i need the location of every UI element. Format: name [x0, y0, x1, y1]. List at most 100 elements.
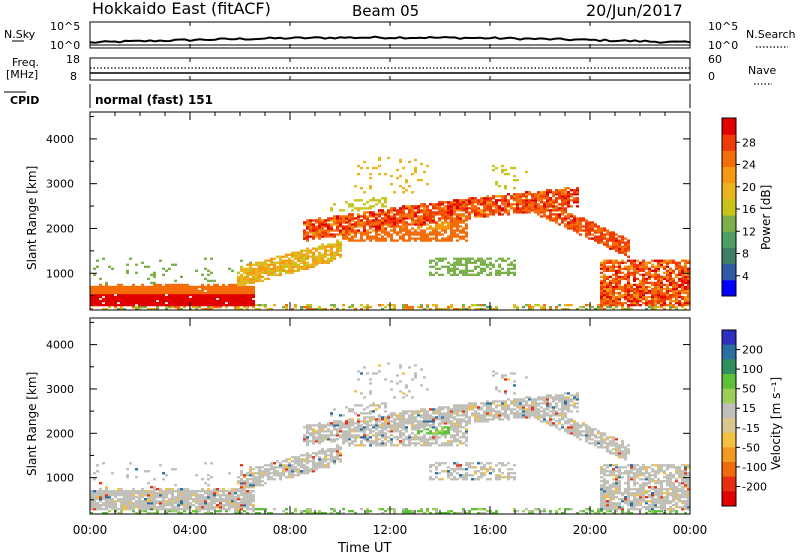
power-cell — [663, 295, 666, 299]
power-cell — [120, 293, 123, 297]
power-cell — [675, 265, 678, 268]
power-cell — [516, 201, 519, 204]
power-cell — [135, 263, 138, 266]
power-cell — [342, 227, 345, 230]
power-cell — [624, 273, 627, 277]
power-cell — [222, 283, 225, 287]
power-cell — [612, 287, 615, 291]
velocity-cell — [432, 420, 435, 423]
power-cell — [441, 221, 444, 224]
velocity-cell — [411, 510, 414, 513]
power-cell — [204, 287, 207, 291]
velocity-cell — [237, 502, 240, 505]
velocity-cell — [429, 476, 432, 479]
power-cell — [306, 305, 309, 309]
power-cell — [447, 237, 450, 240]
velocity-cell — [243, 474, 246, 477]
velocity-cell — [402, 508, 405, 511]
power-cell — [246, 285, 249, 289]
power-cell — [387, 213, 390, 216]
power-cell — [636, 303, 639, 307]
power-cell — [429, 219, 432, 222]
velocity-cell — [291, 470, 294, 473]
power-cell — [96, 297, 99, 301]
power-cell — [423, 170, 426, 174]
power-cell — [615, 279, 618, 283]
power-cell — [540, 191, 543, 194]
velocity-cell — [363, 430, 366, 433]
power-cell — [543, 305, 546, 309]
power-cell — [270, 259, 273, 262]
power-cell — [648, 305, 651, 309]
power-cell — [669, 305, 672, 309]
power-cell — [153, 281, 156, 285]
velocity-cell — [168, 510, 171, 513]
power-cell — [114, 289, 117, 293]
velocity-cell — [306, 440, 309, 443]
power-cell — [639, 297, 642, 301]
power-cell — [216, 295, 219, 299]
power-cell — [138, 291, 141, 295]
power-cell — [171, 299, 174, 303]
power-cell — [561, 199, 564, 202]
velocity-cell — [459, 406, 462, 409]
velocity-cell — [426, 416, 429, 419]
power-cell — [222, 295, 225, 299]
power-cell — [684, 265, 687, 268]
velocity-cell — [423, 440, 426, 443]
velocity-cell — [399, 424, 402, 427]
power-cell — [204, 299, 207, 303]
power-cell — [474, 207, 477, 210]
power-cell — [192, 295, 195, 299]
velocity-cell — [432, 424, 435, 427]
velocity-cell — [417, 420, 420, 423]
velocity-cell — [429, 424, 432, 427]
power-cell — [288, 257, 291, 260]
velocity-cell — [345, 440, 348, 443]
power-cell — [672, 299, 675, 303]
velocity-cell — [237, 498, 240, 501]
power-cell — [462, 219, 465, 222]
power-cell — [465, 223, 468, 226]
velocity-cell — [399, 380, 402, 383]
power-cell — [546, 195, 549, 198]
power-cell — [195, 269, 198, 272]
power-cell — [363, 233, 366, 236]
power-cell — [249, 267, 252, 270]
power-cell — [207, 301, 210, 305]
power-cell — [618, 281, 621, 285]
power-cell — [459, 217, 462, 220]
velocity-cell — [114, 502, 117, 505]
velocity-cell — [306, 460, 309, 463]
velocity-cell — [261, 476, 264, 479]
power-cell — [249, 265, 252, 268]
power-cell — [273, 271, 276, 275]
power-cell — [351, 205, 354, 208]
velocity-cell — [198, 500, 201, 503]
power-cell — [240, 279, 243, 283]
power-cell — [600, 233, 603, 236]
power-cell — [531, 205, 534, 208]
power-cell — [402, 229, 405, 232]
power-cell — [477, 259, 480, 262]
velocity-cell — [441, 406, 444, 409]
power-cell — [465, 257, 468, 260]
velocity-cell — [285, 512, 288, 514]
power-cell — [657, 261, 660, 264]
power-cell — [321, 259, 324, 262]
power-cell — [639, 283, 642, 287]
velocity-cell — [297, 468, 300, 471]
power-cell — [486, 305, 489, 309]
power-cell — [624, 237, 627, 240]
velocity-cell — [231, 492, 234, 495]
power-cell — [144, 301, 147, 305]
power-cell — [591, 237, 594, 240]
power-cell — [627, 239, 630, 242]
velocity-cell — [426, 410, 429, 413]
power-cell — [435, 303, 438, 307]
power-cell — [486, 273, 489, 277]
power-cell — [399, 207, 402, 210]
power-cell — [453, 257, 456, 260]
power-cell — [612, 233, 615, 236]
velocity-cell — [399, 414, 402, 417]
